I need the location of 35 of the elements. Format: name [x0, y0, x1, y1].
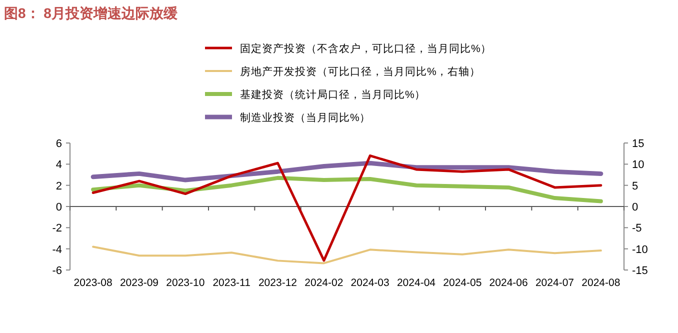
- y2-tick-label: -10: [632, 244, 648, 256]
- x-tick-label: 2023-10: [166, 277, 205, 289]
- x-tick-label: 2024-07: [535, 277, 574, 289]
- x-tick-label: 2024-03: [350, 277, 390, 289]
- y-tick-label: -4: [52, 244, 62, 256]
- x-tick-label: 2023-12: [258, 277, 298, 289]
- y2-tick-label: 15: [632, 138, 644, 150]
- y-tick-label: 0: [56, 202, 62, 214]
- x-tick-label: 2023-08: [74, 277, 113, 289]
- line-series: [92, 246, 602, 264]
- y2-tick-label: 0: [632, 202, 638, 214]
- x-tick-label: 2023-09: [120, 277, 159, 289]
- line-series: [90, 160, 604, 182]
- y2-tick-label: 5: [632, 180, 638, 192]
- y-tick-label: 4: [56, 159, 62, 172]
- legend-label: 固定资产投资（不含农户，可比口径，当月同比%）: [240, 42, 492, 55]
- chart-title: 图8： 8月投资增速边际放缓: [4, 5, 178, 21]
- y-tick-label: 6: [56, 138, 62, 150]
- x-tick-label: 2024-06: [489, 277, 528, 289]
- y-tick-label: 2: [56, 180, 62, 192]
- y-tick-label: -2: [52, 222, 62, 235]
- y-tick-label: -6: [52, 265, 62, 277]
- x-tick-label: 2024-04: [396, 277, 436, 289]
- y2-tick-label: -15: [632, 265, 648, 277]
- legend-label: 制造业投资（当月同比%）: [240, 111, 370, 124]
- x-tick-label: 2024-02: [304, 277, 344, 289]
- x-tick-label: 2024-08: [582, 277, 620, 289]
- legend-label: 房地产开发投资（可比口径，当月同比%，右轴）: [240, 65, 480, 78]
- legend-label: 基建投资（统计局口径，当月同比%）: [240, 88, 426, 101]
- x-tick-label: 2024-05: [443, 277, 482, 289]
- y2-tick-label: 10: [632, 159, 644, 172]
- line-series: [91, 176, 603, 204]
- line-series: [92, 154, 602, 262]
- x-tick-label: 2023-11: [212, 277, 251, 289]
- y2-tick-label: -5: [632, 222, 642, 235]
